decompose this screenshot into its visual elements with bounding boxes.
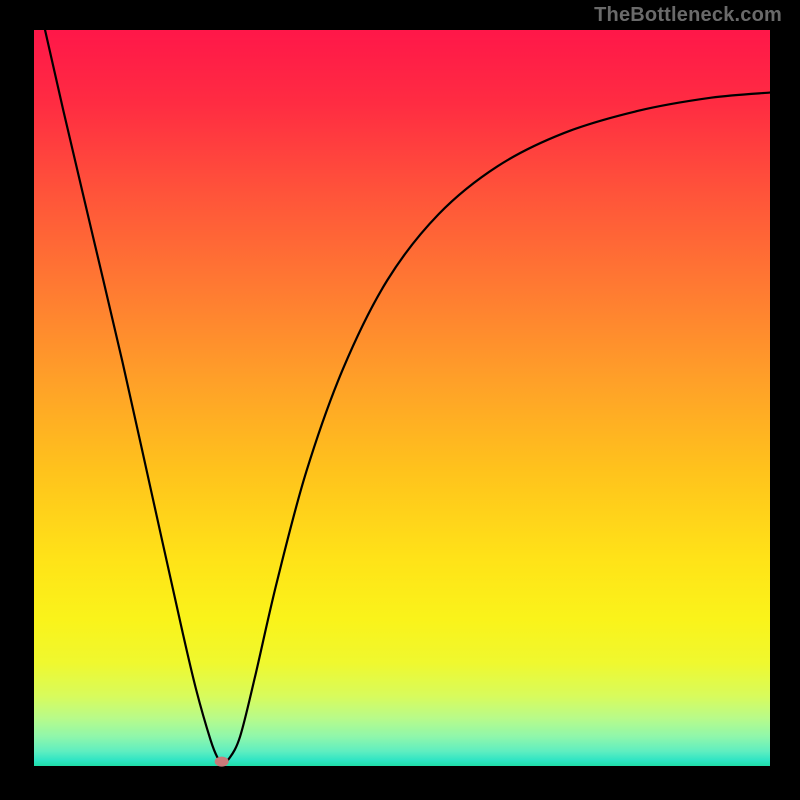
watermark-text: TheBottleneck.com xyxy=(594,4,782,27)
chart-container: TheBottleneck.com xyxy=(0,0,800,800)
plot-background xyxy=(34,30,770,766)
chart-svg xyxy=(0,0,800,800)
minimum-marker xyxy=(215,757,229,767)
